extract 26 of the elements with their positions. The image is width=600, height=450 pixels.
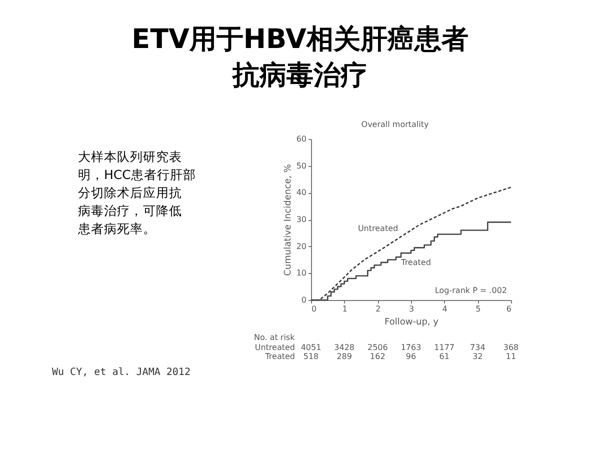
x-tick-label: 2	[376, 304, 381, 314]
y-tick-label: 20	[296, 242, 306, 251]
x-tick-label: 6	[506, 304, 512, 314]
y-tick-label: 40	[296, 188, 306, 198]
x-tick-label: 1	[342, 304, 348, 314]
text: Untreated 4051 3428 2506 1763 1177 734 368	[254, 343, 519, 352]
y-tick-label: 60	[296, 134, 306, 144]
y-axis-title: Cumulative Incidence, %	[283, 164, 294, 276]
y-tick-label: 10	[296, 268, 306, 278]
x-tick-label: 3	[408, 304, 414, 314]
series-label: Treated	[400, 258, 431, 267]
x-axis-title: Follow-up, y	[384, 318, 440, 328]
text: Wu CY, et al. JAMA 2012	[52, 367, 190, 378]
y-tick-label: 0	[301, 296, 306, 304]
y-tick-label: 50	[296, 161, 306, 170]
text: No. at risk	[254, 333, 296, 342]
x-tick-label: 5	[476, 304, 481, 314]
text: 大样本队列研究表明，HCC患者行肝部分切除术后应用抗病毒治疗，可降低患者病死率。	[77, 149, 196, 236]
y-tick-label: 30	[296, 215, 306, 224]
chart-subtitle: Overall mortality	[361, 120, 429, 129]
x-tick-label: 0	[312, 304, 317, 314]
annotation: Log-rank P = .002	[434, 286, 507, 295]
text: Treated 518 289 162 96 61 32 11	[265, 352, 516, 361]
series-label: Untreated	[358, 224, 398, 233]
x-tick-label: 4	[442, 304, 448, 314]
chart-title: ETV用于HBV相关肝癌患者抗病毒治疗	[132, 24, 468, 91]
